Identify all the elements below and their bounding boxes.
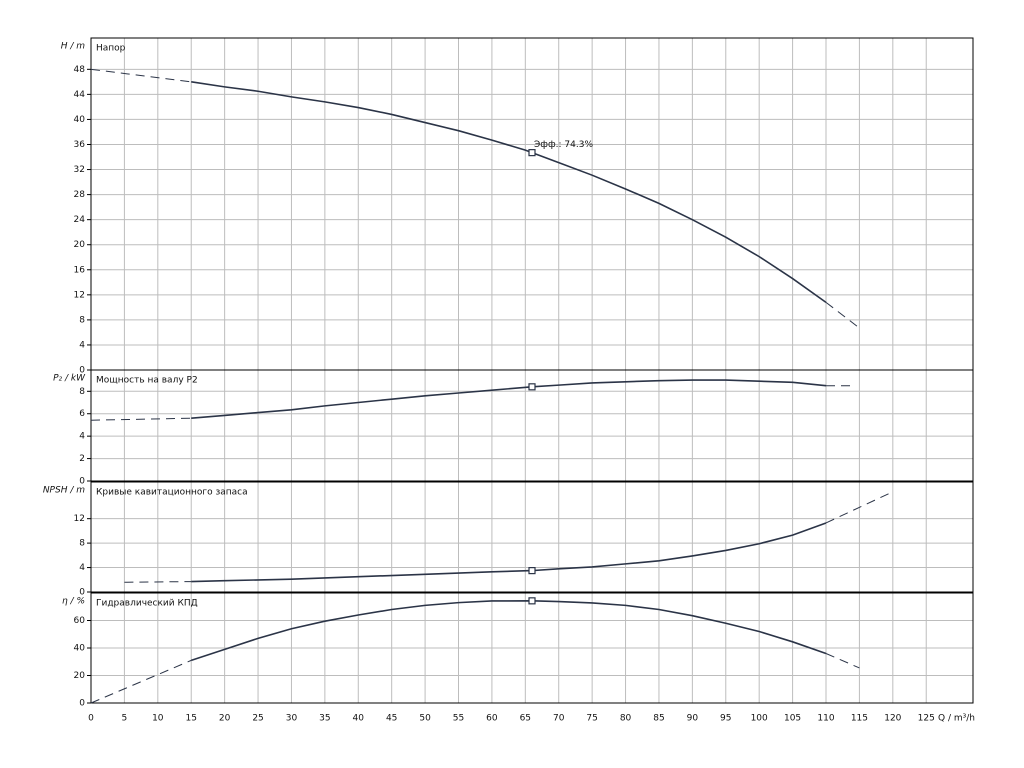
x-tick-label: 115: [851, 714, 868, 724]
operating-point: [528, 383, 536, 391]
operating-point: [528, 567, 536, 575]
panel-title: Гидравлический КПД: [96, 599, 198, 609]
curve: [90, 417, 192, 421]
x-tick-label: 85: [653, 714, 664, 724]
curve: [191, 522, 827, 583]
curve: [90, 659, 192, 704]
x-axis-label: Q / m³/h: [938, 714, 975, 724]
curve: [190, 600, 827, 662]
curve: [90, 68, 192, 83]
y-axis-label: H / m: [61, 42, 86, 52]
y-tick-label: 60: [74, 616, 86, 626]
panel-title: Напор: [96, 44, 126, 54]
x-tick-label: 110: [817, 714, 834, 724]
x-tick-label: 80: [620, 714, 632, 724]
plot-frame: [90, 481, 974, 593]
y-tick-label: 8: [79, 315, 85, 325]
plot-frame: [90, 592, 974, 704]
y-tick-label: 4: [79, 563, 85, 573]
y-tick-label: 40: [74, 115, 86, 125]
y-axis-label: P₂ / kW: [53, 374, 86, 384]
y-tick-label: 20: [74, 240, 86, 250]
y-tick-label: 44: [74, 90, 86, 100]
y-tick-label: 48: [74, 65, 86, 75]
panel-title: Кривые кавитационного запаса: [96, 488, 248, 498]
x-tick-label: 0: [88, 714, 94, 724]
x-tick-label: 30: [286, 714, 298, 724]
y-tick-label: 12: [74, 290, 85, 300]
x-tick-label: 15: [186, 714, 197, 724]
y-tick-label: 40: [74, 644, 86, 654]
x-tick-label: 65: [520, 714, 531, 724]
x-tick-label: 105: [784, 714, 801, 724]
curve: [124, 581, 192, 583]
x-tick-label: 70: [553, 714, 565, 724]
x-tick-label: 5: [122, 714, 128, 724]
y-tick-label: 8: [79, 539, 85, 549]
x-tick-label: 40: [353, 714, 365, 724]
curve: [191, 379, 827, 420]
curve: [825, 301, 860, 329]
y-tick-label: 28: [74, 190, 86, 200]
x-tick-label: 75: [586, 714, 597, 724]
y-tick-label: 24: [74, 215, 86, 225]
x-tick-label: 100: [751, 714, 768, 724]
y-tick-label: 4: [79, 432, 85, 442]
y-axis-label: NPSH / m: [43, 486, 85, 496]
y-tick-label: 0: [79, 588, 85, 598]
annotation: Эфф.: 74.3%: [534, 140, 593, 150]
panel-title: Мощность на валу P2: [96, 376, 198, 386]
y-tick-label: 12: [74, 514, 85, 524]
x-tick-label: 45: [386, 714, 397, 724]
y-tick-label: 36: [74, 140, 86, 150]
y-tick-label: 2: [79, 454, 85, 464]
curve: [191, 81, 827, 303]
y-axis-label: η / %: [62, 597, 85, 607]
curve: [825, 491, 894, 524]
x-tick-label: 50: [419, 714, 431, 724]
x-tick-label: 55: [453, 714, 464, 724]
operating-point: [528, 149, 536, 157]
curve: [825, 653, 860, 669]
x-tick-label: 95: [720, 714, 731, 724]
y-tick-label: 6: [79, 409, 85, 419]
x-tick-label: 10: [152, 714, 164, 724]
x-tick-label: 20: [219, 714, 231, 724]
y-tick-label: 0: [79, 366, 85, 376]
y-tick-label: 32: [74, 165, 85, 175]
operating-point: [528, 597, 536, 605]
plot-frame: [90, 369, 974, 482]
x-tick-label: 90: [687, 714, 699, 724]
y-tick-label: 4: [79, 340, 85, 350]
y-tick-label: 0: [79, 699, 85, 709]
x-tick-label: 25: [252, 714, 263, 724]
x-tick-label: 120: [884, 714, 901, 724]
x-tick-label: 35: [319, 714, 330, 724]
y-tick-label: 8: [79, 387, 85, 397]
y-tick-label: 0: [79, 477, 85, 487]
x-tick-label: 125: [918, 714, 935, 724]
y-tick-label: 20: [74, 671, 86, 681]
y-tick-label: 16: [74, 265, 86, 275]
x-tick-label: 60: [486, 714, 498, 724]
